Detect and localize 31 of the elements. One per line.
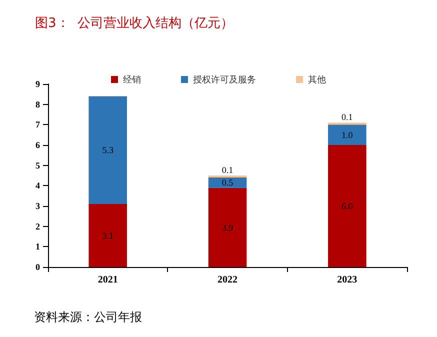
x-tick-label: 2023 — [337, 274, 358, 286]
data-label: 6.0 — [342, 201, 354, 211]
y-tick-label: 4 — [36, 180, 40, 191]
legend-label: 其他 — [308, 74, 326, 84]
data-label: 0.5 — [222, 178, 234, 188]
y-tick-label: 8 — [36, 99, 40, 110]
bar — [88, 96, 127, 204]
y-tick-label: 5 — [36, 160, 40, 170]
bar — [208, 188, 247, 267]
x-tick-label: 2022 — [218, 274, 238, 286]
chart-title: 图3： 公司营业收入结构（亿元） — [35, 16, 234, 31]
text: 资料来源：公司年报 — [34, 310, 142, 324]
data-label: 0.1 — [222, 165, 234, 175]
y-tick-label: 3 — [36, 201, 40, 211]
y-tick-label: 1 — [36, 242, 40, 252]
y-tick-label: 7 — [36, 120, 40, 130]
y-tick-label: 0 — [36, 262, 40, 272]
legend-label: 授权许可及服务 — [193, 74, 256, 84]
data-label: 1.0 — [342, 130, 354, 140]
bar — [328, 124, 366, 145]
y-tick-label: 9 — [36, 79, 40, 89]
bar — [328, 145, 366, 267]
bar — [88, 204, 127, 267]
data-label: 3.1 — [102, 230, 114, 240]
legend-label: 经销 — [123, 74, 141, 84]
data-label: 0.1 — [342, 112, 353, 122]
data-label: 3.9 — [222, 222, 234, 232]
y-tick-label: 6 — [36, 140, 40, 150]
x-tick-label: 2021 — [98, 274, 118, 286]
y-tick-label: 2 — [36, 221, 40, 232]
data-label: 5.3 — [102, 145, 114, 156]
